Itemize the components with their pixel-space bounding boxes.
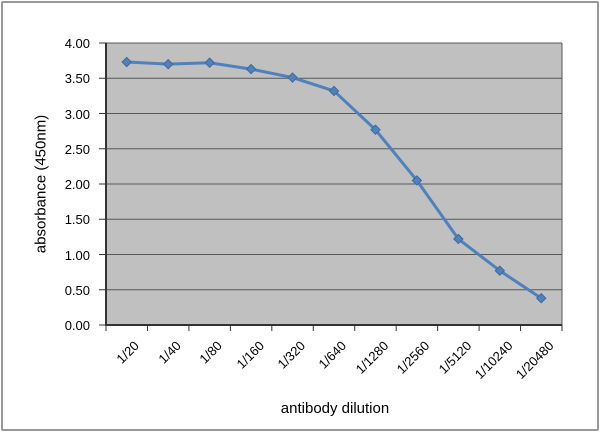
data-point-marker: [162, 58, 174, 70]
data-point-marker: [204, 57, 215, 69]
y-axis-tick-label: 2.50: [64, 141, 90, 157]
data-point-marker: [453, 233, 464, 245]
y-axis-tick-label: 1.50: [64, 212, 90, 228]
data-point-marker: [411, 175, 423, 186]
data-point-marker: [245, 63, 257, 75]
y-axis-tick-label: 3.00: [64, 106, 90, 122]
data-point-marker: [370, 124, 381, 136]
y-axis-tick-label: 4.00: [64, 36, 90, 51]
y-axis-tick-label: 0.50: [64, 282, 90, 298]
y-axis-tick-label: 3.50: [64, 71, 90, 87]
data-point-marker: [121, 56, 133, 68]
data-point-marker: [287, 72, 298, 83]
y-axis-title: absorbance (450nm): [32, 114, 50, 254]
data-point-marker: [535, 292, 547, 304]
data-point-marker: [328, 85, 340, 97]
y-axis-tick-label: 1.00: [64, 247, 90, 263]
data-point-marker: [494, 265, 506, 277]
y-axis-tick-label: 2.00: [64, 177, 90, 192]
y-axis-tick-label: 0.00: [64, 318, 90, 333]
x-axis-title: antibody dilution: [280, 400, 390, 417]
